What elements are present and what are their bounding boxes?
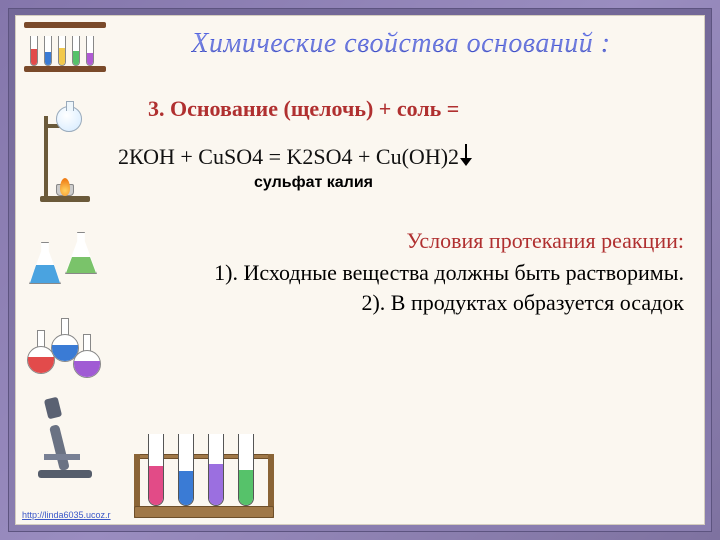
slide-title: Химические свойства оснований : xyxy=(114,24,688,60)
erlenmeyer-flasks-icon xyxy=(25,212,105,300)
condition-item: 1). Исходные вещества должны быть раство… xyxy=(114,258,684,288)
conditions-block: Условия протекания реакции: 1). Исходные… xyxy=(114,228,688,317)
microscope-icon xyxy=(30,398,100,478)
condition-item: 2). В продуктах образуется осадок xyxy=(114,288,684,318)
tube-rack-icon xyxy=(134,424,274,518)
slide-outer-frame: Химические свойства оснований : 3. Основ… xyxy=(0,0,720,540)
sidebar-illustrations xyxy=(16,16,114,524)
conditions-heading: Условия протекания реакции: xyxy=(114,228,684,254)
equation-line: 2КОН + CuSO4 = K2SO4 + Cu(OH)2 xyxy=(118,140,688,170)
round-flasks-icon xyxy=(25,310,105,388)
equation-text: 2КОН + CuSO4 = K2SO4 + Cu(OH)2 xyxy=(118,144,459,169)
credit-link[interactable]: http://linda6035.ucoz.r xyxy=(22,510,111,520)
slide-paper: Химические свойства оснований : 3. Основ… xyxy=(15,15,705,525)
slide-title-text: Химические свойства оснований : xyxy=(191,28,610,59)
burner-apparatus-icon xyxy=(30,102,100,202)
precipitate-arrow-icon xyxy=(459,144,473,168)
subheading: 3. Основание (щелочь) + соль = xyxy=(148,96,688,122)
shelf-icon xyxy=(24,22,106,92)
slide-inner-frame: Химические свойства оснований : 3. Основ… xyxy=(8,8,712,532)
equation-sublabel: сульфат калия xyxy=(254,174,688,192)
